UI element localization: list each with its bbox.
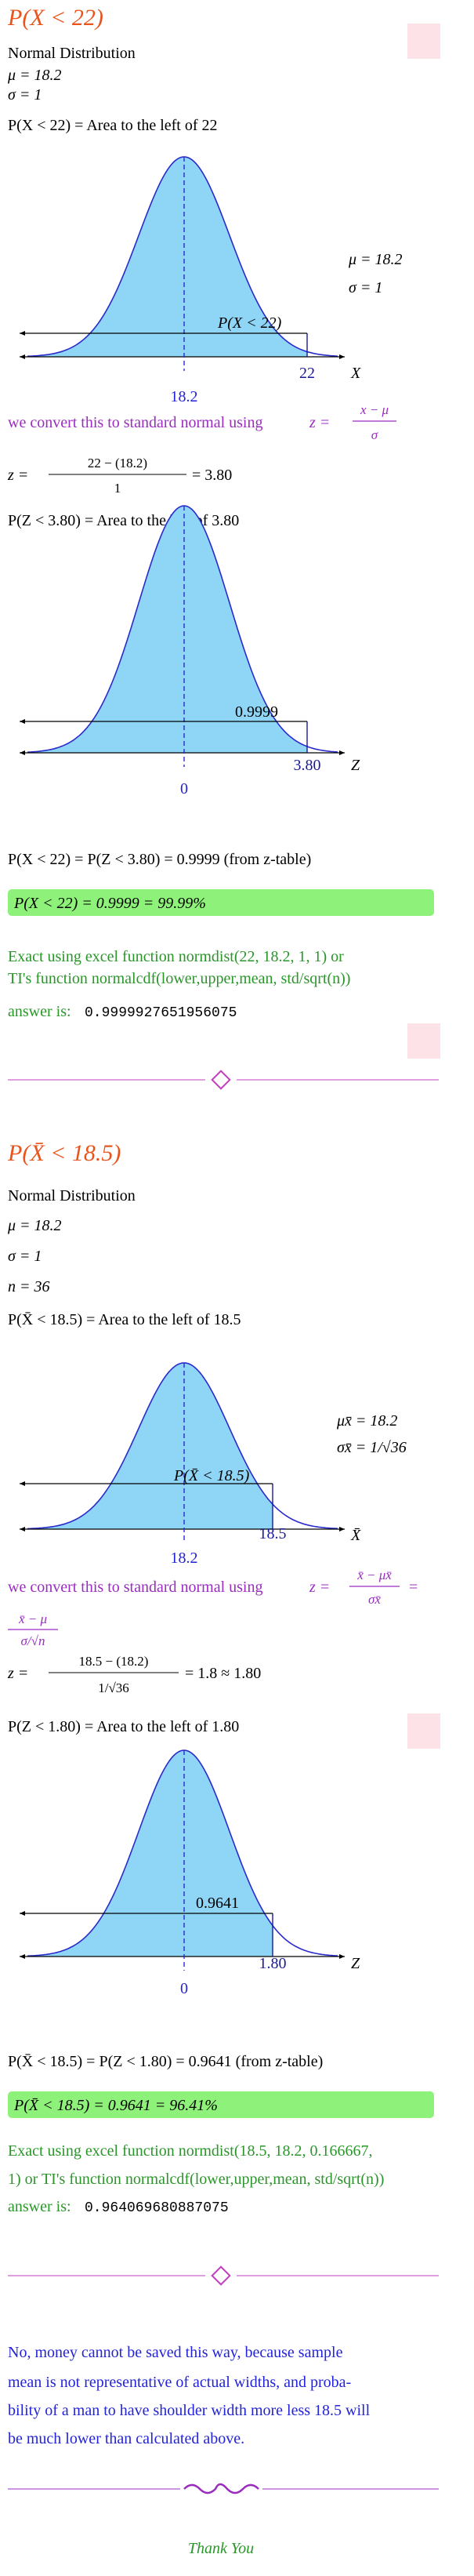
z-area: P(Z < 3.80) = Area to the left of 3.80 <box>8 512 239 529</box>
region-label: 0.9641 <box>196 1895 239 1912</box>
shaded-area <box>27 506 307 753</box>
conclusion: bility of a man to have shoulder width m… <box>8 2402 371 2419</box>
param: σ = 1 <box>349 279 382 296</box>
formula: σx̄ <box>368 1592 381 1607</box>
excel-note: 1) or TI's function normalcdf(lower,uppe… <box>8 2171 384 2188</box>
axis-label: X <box>350 365 361 382</box>
excel-note: Exact using excel function normdist(18.5… <box>8 2142 372 2160</box>
z-calc: z = <box>7 1665 28 1682</box>
shaded-area <box>27 1363 273 1529</box>
z-calc: = 3.80 <box>192 467 232 484</box>
formula: x − μ <box>360 402 389 417</box>
answer: 0.9999927651956075 <box>85 1005 237 1021</box>
given: Normal Distribution <box>8 1187 136 1204</box>
given: n = 36 <box>8 1278 50 1295</box>
given: μ = 18.2 <box>7 1217 62 1234</box>
watermark <box>407 24 440 59</box>
given: μ = 18.2 <box>7 67 62 84</box>
arrowhead <box>20 1911 25 1916</box>
formula: = <box>409 1579 418 1596</box>
region-label: P(X < 22) <box>217 314 282 332</box>
region-label: 0.9999 <box>235 703 278 721</box>
z-area: P(Z < 1.80) = Area to the left of 1.80 <box>8 1718 239 1735</box>
density-curve <box>27 156 338 358</box>
formula: z = <box>309 1579 330 1596</box>
region-label: P(X̄ < 18.5) <box>173 1467 250 1484</box>
conclusion: be much lower than calculated above. <box>8 2430 244 2447</box>
param: μ = 18.2 <box>348 251 403 268</box>
answer: 0.964069680887075 <box>85 2200 229 2216</box>
mean-label: 0 <box>180 1980 188 1997</box>
answer-box <box>8 2091 434 2118</box>
area-statement: P(X < 22) = Area to the left of 22 <box>8 117 218 134</box>
section-title: P(X̄ < 18.5) <box>7 1140 121 1166</box>
param: μx̄ = 18.2 <box>336 1412 397 1430</box>
answer-label: answer is: <box>8 1003 71 1020</box>
boxed-answer: P(X < 22) = 0.9999 = 99.99% <box>13 895 206 912</box>
formula: z = <box>309 414 330 431</box>
given: Normal Distribution <box>8 45 136 62</box>
cut-label: 1.80 <box>259 1955 287 1972</box>
divider <box>8 1070 439 1090</box>
watermark <box>407 1023 440 1059</box>
formula: x̄ − μx̄ <box>356 1568 392 1582</box>
shaded-area <box>27 1750 273 1957</box>
mean-label: 18.2 <box>171 1550 198 1567</box>
watermark <box>407 1713 440 1749</box>
axis-label: X̄ <box>350 1527 361 1544</box>
cut-label: 3.80 <box>294 757 321 774</box>
conclusion: No, money cannot be saved this way, beca… <box>8 2344 343 2361</box>
mean-label: 18.2 <box>171 388 198 405</box>
given: σ = 1 <box>8 1248 42 1265</box>
param: σx̄ = 1/√36 <box>337 1439 407 1456</box>
z-calc: 1 <box>114 481 121 496</box>
divider <box>8 2265 439 2286</box>
cut-label: 18.5 <box>259 1525 287 1542</box>
arrowhead <box>20 331 25 336</box>
cut-label: 22 <box>299 365 315 382</box>
arrowhead <box>20 719 25 724</box>
mean-label: 0 <box>180 780 188 798</box>
conclusion: mean is not representative of actual wid… <box>8 2374 351 2391</box>
thank-you: Thank You <box>188 2540 254 2557</box>
z-calc: 1/√36 <box>98 1680 129 1695</box>
answer-box <box>8 889 434 916</box>
z-calc: z = <box>7 467 28 484</box>
axis-label: Z <box>351 1955 360 1972</box>
z-calc: = 1.8 ≈ 1.80 <box>185 1665 261 1682</box>
boxed-answer: P(X̄ < 18.5) = 0.9641 = 96.41% <box>13 2097 218 2114</box>
convert-text: we convert this to standard normal using <box>8 1579 263 1596</box>
divider <box>8 2483 439 2494</box>
z-calc: 18.5 − (18.2) <box>79 1654 149 1669</box>
formula: x̄ − μ <box>18 1611 47 1626</box>
result: P(X̄ < 18.5) = P(Z < 1.80) = 0.9641 (fro… <box>8 2053 323 2070</box>
answer-label: answer is: <box>8 2198 71 2215</box>
arrowhead <box>20 1481 25 1486</box>
section-title: P(X < 22) <box>7 5 103 31</box>
excel-note: TI's function normalcdf(lower,upper,mean… <box>8 970 350 987</box>
convert-text: we convert this to standard normal using <box>8 414 263 431</box>
result: P(X < 22) = P(Z < 3.80) = 0.9999 (from z… <box>8 851 311 868</box>
density-curve <box>27 1749 338 1957</box>
area-statement: P(X̄ < 18.5) = Area to the left of 18.5 <box>8 1311 241 1328</box>
shaded-area <box>27 157 307 357</box>
formula: σ/√n <box>21 1633 45 1648</box>
density-curve <box>27 1362 338 1530</box>
given: σ = 1 <box>8 86 42 104</box>
excel-note: Exact using excel function normdist(22, … <box>8 948 344 965</box>
z-calc: 22 − (18.2) <box>88 456 147 471</box>
formula: σ <box>371 427 378 442</box>
axis-label: Z <box>351 757 360 774</box>
density-curve <box>27 505 338 753</box>
